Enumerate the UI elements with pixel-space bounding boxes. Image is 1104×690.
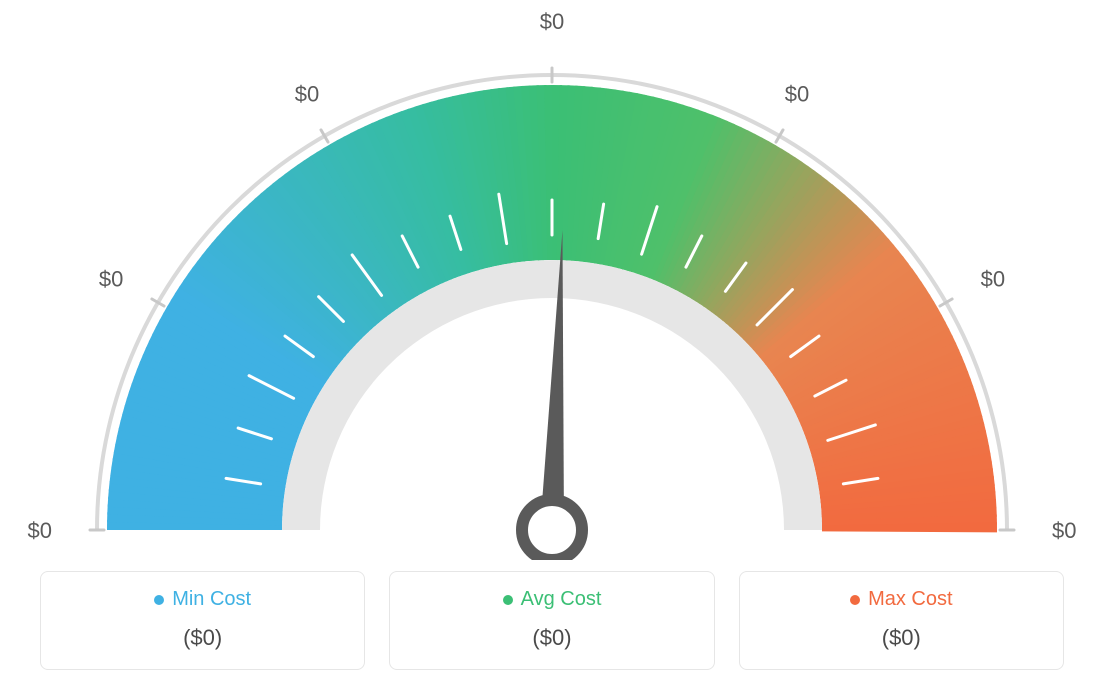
svg-text:$0: $0 [99, 267, 123, 292]
legend-title-max: Max Cost [850, 588, 952, 611]
svg-text:$0: $0 [981, 267, 1005, 292]
legend-card-min: Min Cost ($0) [40, 571, 365, 670]
legend-dot-min [154, 595, 164, 605]
legend-value-min: ($0) [53, 625, 352, 651]
legend-label-avg: Avg Cost [521, 588, 602, 611]
svg-text:$0: $0 [540, 9, 564, 34]
svg-text:$0: $0 [785, 82, 809, 107]
legend-value-avg: ($0) [402, 625, 701, 651]
svg-text:$0: $0 [295, 82, 319, 107]
legend-value-max: ($0) [752, 625, 1051, 651]
svg-text:$0: $0 [28, 518, 52, 543]
legend-title-avg: Avg Cost [503, 588, 602, 611]
gauge-svg: $0 $0 $0 $0 $0 $0 $0 [0, 0, 1104, 560]
legend-row: Min Cost ($0) Avg Cost ($0) Max Cost ($0… [40, 571, 1064, 670]
svg-text:$0: $0 [1052, 518, 1076, 543]
legend-card-avg: Avg Cost ($0) [389, 571, 714, 670]
legend-card-max: Max Cost ($0) [739, 571, 1064, 670]
gauge-chart: $0 $0 $0 $0 $0 $0 $0 [0, 0, 1104, 555]
legend-dot-avg [503, 595, 513, 605]
legend-dot-max [850, 595, 860, 605]
legend-title-min: Min Cost [154, 588, 251, 611]
legend-label-max: Max Cost [868, 588, 952, 611]
legend-label-min: Min Cost [172, 588, 251, 611]
